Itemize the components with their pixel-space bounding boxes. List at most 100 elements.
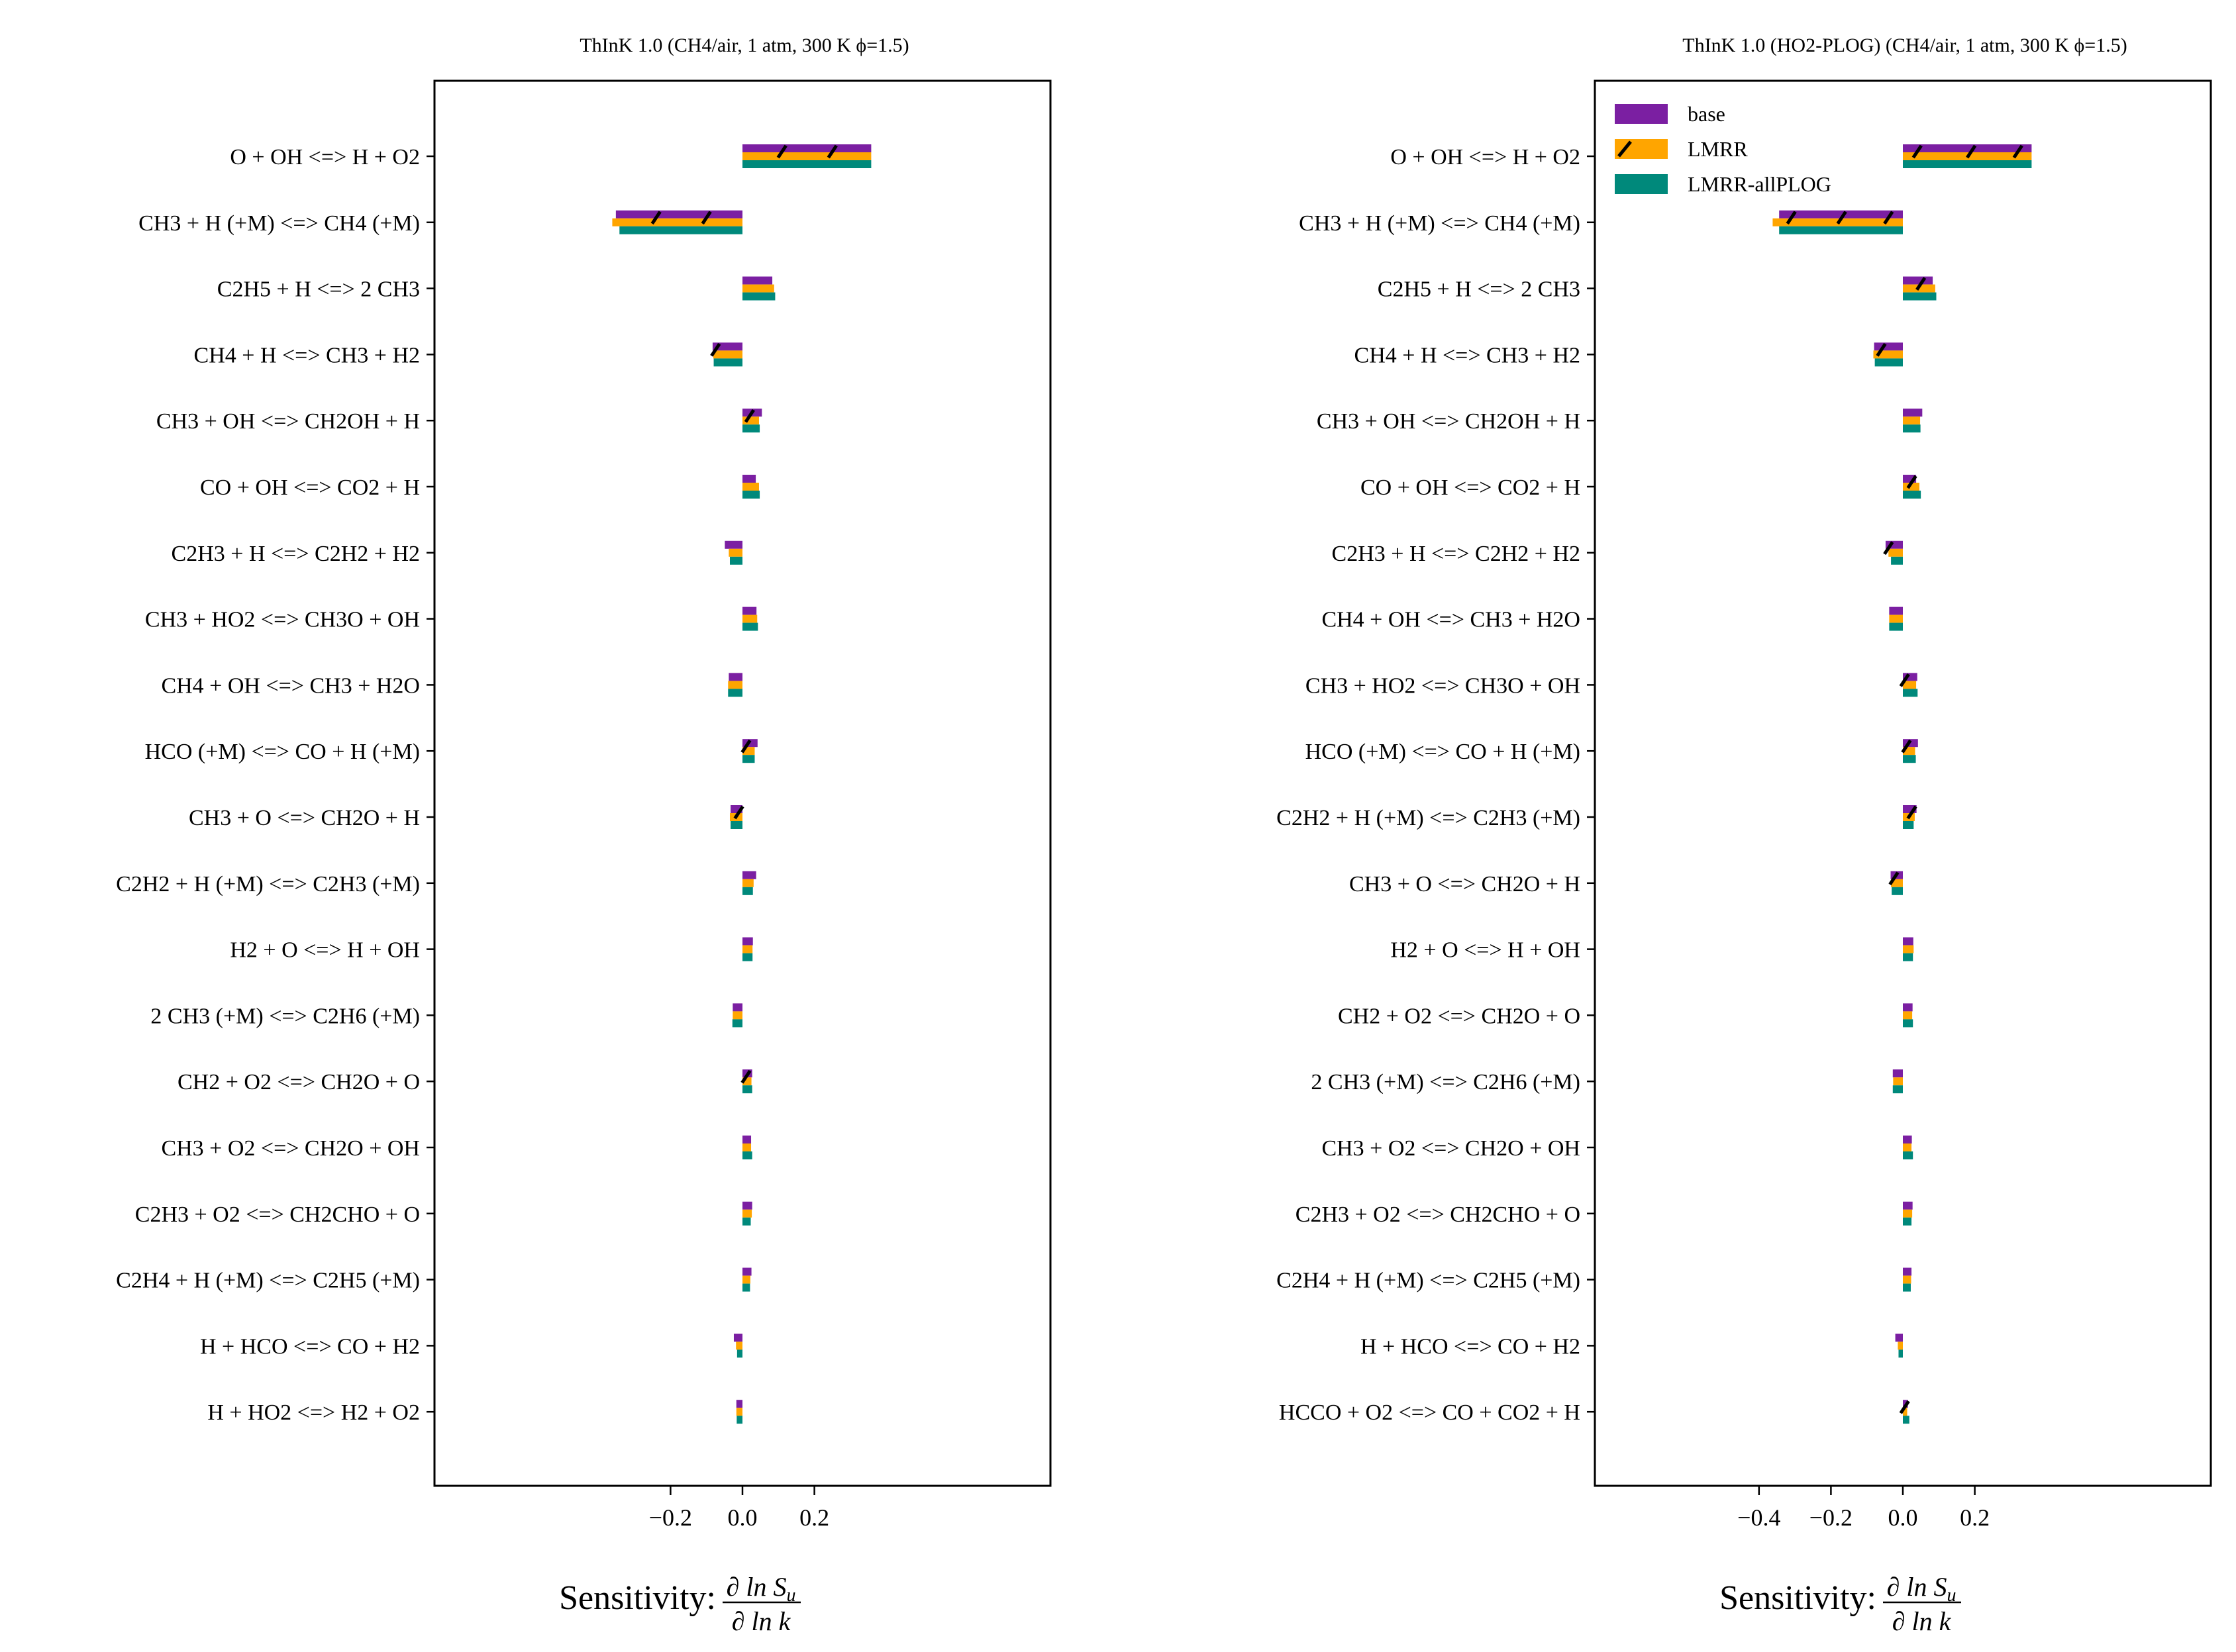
hatch-mark — [1915, 277, 1927, 291]
hatch-mark — [2012, 144, 2023, 159]
y-tick-label: CH3 + H (+M) <=> CH4 (+M) — [1299, 211, 1580, 236]
bar-base — [742, 607, 757, 615]
bar-lmrr — [1903, 1143, 1912, 1151]
x-tick-label: −0.4 — [1737, 1504, 1780, 1531]
y-tick-label: CH3 + O <=> CH2O + H — [1349, 872, 1580, 897]
hatch-mark — [1899, 1400, 1910, 1414]
right-chart-title: ThInK 1.0 (HO2-PLOG) (CH4/air, 1 atm, 30… — [1682, 34, 2127, 56]
bar-base — [742, 144, 872, 152]
bar-lmrr-allplog — [1892, 887, 1903, 895]
right-plot-marks: O + OH <=> H + O2 CH3 + H (+M) <=> CH4 (+… — [1276, 144, 2032, 1531]
y-tick-label: CO + OH <=> CO2 + H — [200, 475, 420, 500]
bar-lmrr — [742, 614, 758, 623]
bar-lmrr — [742, 1143, 752, 1151]
bar-lmrr-allplog — [619, 226, 742, 234]
bar-lmrr — [1903, 483, 1919, 491]
bar-lmrr — [1888, 548, 1903, 557]
bar-base — [1903, 1136, 1912, 1143]
y-tick-label: CO + OH <=> CO2 + H — [1360, 475, 1580, 500]
bar-lmrr — [733, 1011, 742, 1020]
bar-base — [1903, 1201, 1913, 1210]
y-tick-label: H + HCO <=> CO + H2 — [200, 1334, 420, 1359]
y-tick-label: CH4 + OH <=> CH3 + H2O — [161, 673, 420, 698]
bar-base — [742, 871, 756, 879]
x-tick-label: −0.2 — [649, 1504, 692, 1531]
bar-lmrr — [736, 1341, 742, 1350]
bar-lmrr-allplog — [742, 755, 755, 763]
bar-lmrr-allplog — [1903, 292, 1937, 301]
bar-base — [742, 1136, 752, 1143]
x-tick-label: −0.2 — [1809, 1504, 1853, 1531]
svg-text:∂ ln Su: ∂ ln Su — [727, 1572, 796, 1606]
svg-text:∂ ln k: ∂ ln k — [1892, 1606, 1952, 1636]
hatch-mark — [776, 144, 788, 159]
hatch-mark — [1888, 871, 1900, 886]
hatch-mark — [650, 211, 662, 225]
bar-lmrr-allplog — [737, 1349, 742, 1358]
hatch-mark — [1906, 475, 1917, 489]
y-tick-label: CH3 + HO2 <=> CH3O + OH — [1305, 673, 1580, 698]
svg-text:Sensitivity:: Sensitivity: — [1719, 1579, 1876, 1617]
bar-lmrr-allplog — [731, 821, 742, 829]
bar-base — [742, 276, 773, 285]
bar-lmrr-allplog — [1892, 1085, 1903, 1094]
bar-base — [733, 1334, 742, 1342]
hatch-mark — [1906, 805, 1917, 820]
bar-lmrr-allplog — [1903, 689, 1918, 697]
y-tick-label: CH2 + O2 <=> CH2O + O — [1338, 1004, 1580, 1028]
bar-lmrr-allplog — [1903, 1151, 1913, 1159]
y-tick-label: H2 + O <=> H + OH — [1390, 938, 1580, 963]
y-tick-label: CH3 + OH <=> CH2OH + H — [156, 409, 420, 434]
bar-lmrr — [742, 284, 774, 293]
left-plot-marks: O + OH <=> H + O2 CH3 + H (+M) <=> CH4 (+… — [116, 144, 872, 1531]
y-tick-label: C2H3 + O2 <=> CH2CHO + O — [135, 1202, 420, 1227]
left-x-label: Sensitivity: ∂ ln Su ∂ ln k — [559, 1572, 801, 1636]
svg-text:∂ ln k: ∂ ln k — [732, 1606, 791, 1636]
y-tick-label: CH3 + O <=> CH2O + H — [189, 806, 420, 830]
bar-lmrr-allplog — [1874, 358, 1903, 367]
hatch-mark — [1911, 144, 1923, 159]
bar-lmrr-allplog — [1903, 953, 1913, 961]
bar-lmrr-allplog — [742, 887, 753, 895]
svg-text:Sensitivity:: Sensitivity: — [559, 1579, 716, 1617]
legend-label-lmrr: LMRR — [1688, 137, 1748, 161]
y-tick-label: HCCO + O2 <=> CO + CO2 + H — [1279, 1400, 1580, 1425]
bar-lmrr-allplog — [1903, 1019, 1913, 1028]
bar-lmrr-allplog — [1891, 556, 1903, 565]
bar-base — [742, 1267, 752, 1276]
bar-base — [736, 1400, 742, 1408]
legend-label-base: base — [1688, 102, 1725, 126]
bar-base — [1903, 1267, 1912, 1276]
bar-lmrr-allplog — [742, 491, 760, 499]
y-tick-label: C2H3 + O2 <=> CH2CHO + O — [1296, 1202, 1580, 1227]
y-tick-label: CH3 + H (+M) <=> CH4 (+M) — [138, 211, 420, 236]
bar-lmrr — [1903, 1408, 1907, 1416]
y-tick-label: H2 + O <=> H + OH — [230, 938, 420, 963]
bar-lmrr — [742, 152, 872, 160]
bar-lmrr-allplog — [713, 358, 742, 367]
y-tick-label: O + OH <=> H + O2 — [230, 145, 420, 170]
hatch-mark — [1876, 343, 1887, 357]
bar-base — [733, 1003, 742, 1012]
right-panel: ThInK 1.0 (HO2-PLOG) (CH4/air, 1 atm, 30… — [1276, 34, 2212, 1636]
bar-base — [725, 540, 742, 549]
x-tick-label: 0.2 — [1960, 1504, 1990, 1531]
bar-base — [1903, 937, 1913, 946]
y-tick-label: CH4 + H <=> CH3 + H2 — [1354, 343, 1580, 367]
hatch-mark — [1899, 673, 1910, 687]
y-tick-label: C2H4 + H (+M) <=> C2H5 (+M) — [116, 1269, 420, 1293]
bar-lmrr — [742, 879, 754, 887]
x-tick-label: 0.0 — [728, 1504, 758, 1531]
bar-lmrr — [1893, 1077, 1903, 1086]
bar-lmrr-allplog — [742, 1085, 752, 1094]
y-tick-label: C2H2 + H (+M) <=> C2H3 (+M) — [116, 872, 420, 897]
bar-base — [1903, 276, 1933, 285]
bar-lmrr-allplog — [1779, 226, 1903, 234]
hatch-mark — [1836, 211, 1847, 225]
y-tick-label: CH3 + O2 <=> CH2O + OH — [1321, 1136, 1580, 1161]
bar-lmrr — [1903, 681, 1917, 689]
bar-lmrr — [1903, 1011, 1913, 1020]
hatch-mark — [1966, 144, 1977, 159]
bar-lmrr-allplog — [742, 953, 753, 961]
y-tick-label: H + HO2 <=> H2 + O2 — [207, 1400, 420, 1425]
